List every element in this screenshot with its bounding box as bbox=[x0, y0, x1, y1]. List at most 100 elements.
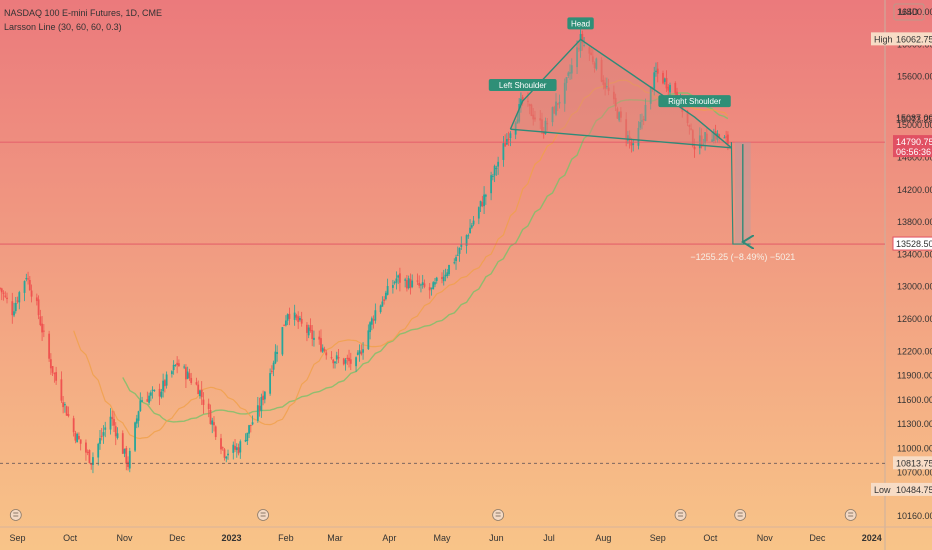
candle-body bbox=[311, 329, 314, 339]
candle-body bbox=[318, 336, 321, 340]
price-tag-name: High bbox=[874, 34, 893, 44]
candle-body bbox=[446, 272, 449, 276]
candle-body bbox=[60, 379, 63, 401]
candle-body bbox=[237, 447, 240, 454]
projection-label: −1255.25 (−8.49%) −5021 bbox=[690, 252, 795, 262]
candle-body bbox=[149, 392, 152, 396]
candle-body bbox=[399, 273, 401, 283]
candle-body bbox=[141, 400, 143, 402]
candle-body bbox=[665, 78, 668, 89]
candle-body bbox=[67, 414, 70, 417]
event-marker-glyph bbox=[495, 512, 501, 517]
candle-body bbox=[109, 416, 112, 430]
candle-body bbox=[470, 225, 473, 228]
candle-body bbox=[281, 327, 284, 355]
y-tick-label: 10700.00 bbox=[897, 468, 932, 478]
candle-body bbox=[558, 101, 561, 104]
candle-body bbox=[225, 456, 228, 459]
candle-body bbox=[313, 337, 315, 340]
candle-body bbox=[420, 284, 422, 286]
candle-body bbox=[202, 399, 205, 405]
candle-body bbox=[234, 445, 236, 450]
y-tick-label: 14200.00 bbox=[897, 185, 932, 195]
y-tick-label: 11600.00 bbox=[897, 395, 932, 405]
pattern-fill bbox=[510, 39, 732, 148]
candle-body bbox=[418, 282, 421, 286]
candle-body bbox=[111, 417, 114, 419]
candle-body bbox=[137, 411, 140, 421]
candle-body bbox=[183, 366, 186, 368]
candle-body bbox=[723, 137, 726, 139]
x-tick-label: Nov bbox=[117, 533, 134, 543]
x-tick-label: Nov bbox=[757, 533, 774, 543]
candle-body bbox=[320, 338, 322, 352]
candle-body bbox=[542, 131, 545, 134]
candle-body bbox=[39, 316, 42, 325]
price-tag-value: 10813.75 bbox=[896, 458, 932, 468]
projection-path bbox=[730, 142, 751, 245]
candle-body bbox=[244, 439, 247, 442]
price-tag: 15087.00 bbox=[896, 113, 932, 123]
candle-body bbox=[514, 122, 517, 135]
price-tag-name-bg bbox=[871, 482, 893, 496]
candle-body bbox=[0, 288, 3, 293]
pattern-label-bg bbox=[567, 17, 594, 30]
candle-body bbox=[116, 433, 119, 438]
price-tag-name: Low bbox=[874, 485, 891, 495]
candle-body bbox=[612, 91, 615, 100]
candle-body bbox=[627, 135, 629, 141]
candle-body bbox=[337, 357, 340, 359]
candle-body bbox=[342, 358, 345, 365]
candle-body bbox=[360, 351, 363, 355]
x-tick-label: Mar bbox=[327, 533, 343, 543]
candle-body bbox=[174, 364, 177, 366]
candle-body bbox=[86, 451, 89, 453]
candle-body bbox=[102, 432, 105, 436]
candle-body bbox=[472, 220, 475, 225]
candle-body bbox=[434, 282, 436, 285]
candle-body bbox=[455, 257, 457, 262]
candle-body bbox=[165, 374, 168, 386]
candle-body bbox=[163, 380, 166, 387]
candle-body bbox=[553, 106, 556, 114]
candle-body bbox=[213, 422, 215, 426]
candle-body bbox=[555, 101, 557, 115]
candle-body bbox=[618, 112, 621, 121]
candle-body bbox=[546, 123, 549, 125]
candle-body bbox=[656, 68, 659, 74]
candle-body bbox=[691, 130, 694, 146]
candle-body bbox=[590, 52, 592, 55]
y-tick-label: 16400.00 bbox=[897, 7, 932, 17]
candle-body bbox=[199, 390, 201, 397]
candle-body bbox=[530, 104, 533, 117]
candle-body bbox=[63, 404, 66, 406]
candle-body bbox=[416, 280, 419, 282]
candle-body bbox=[4, 295, 7, 297]
candle-body bbox=[453, 262, 456, 264]
x-tick-label: Sep bbox=[10, 533, 26, 543]
candle-body bbox=[381, 301, 384, 307]
candle-body bbox=[223, 449, 226, 458]
candle-body bbox=[251, 422, 254, 425]
candle-body bbox=[297, 316, 300, 323]
candle-body bbox=[428, 287, 431, 291]
candle-body bbox=[502, 143, 505, 160]
candle-body bbox=[616, 108, 619, 119]
candle-body bbox=[718, 134, 721, 138]
pattern-label: Right Shoulder bbox=[658, 95, 731, 108]
candle-body bbox=[276, 352, 279, 355]
event-marker-glyph bbox=[678, 512, 684, 517]
candle-body bbox=[604, 82, 607, 89]
candle-body bbox=[172, 364, 175, 371]
candle-body bbox=[334, 361, 336, 364]
candle-body bbox=[605, 86, 608, 88]
candle-body bbox=[534, 117, 536, 120]
y-tick-label: 10160.00 bbox=[897, 511, 932, 521]
candle-body bbox=[653, 72, 656, 89]
candle-body bbox=[321, 347, 324, 352]
price-tag-bg bbox=[893, 135, 932, 158]
candle-body bbox=[151, 389, 154, 391]
candle-body bbox=[97, 443, 100, 458]
